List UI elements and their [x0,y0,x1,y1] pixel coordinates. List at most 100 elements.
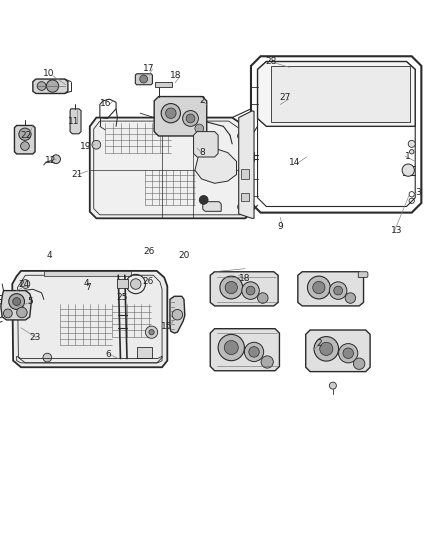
Polygon shape [170,296,185,333]
Circle shape [244,342,264,361]
Circle shape [21,280,30,288]
Polygon shape [298,272,364,306]
Text: 22: 22 [21,132,32,141]
Circle shape [402,164,414,176]
Circle shape [186,114,195,123]
Circle shape [172,310,183,320]
Text: 2: 2 [200,96,205,106]
Circle shape [320,342,333,356]
Circle shape [195,124,204,133]
Circle shape [225,281,237,294]
Text: 7: 7 [85,282,92,292]
Text: 5: 5 [27,297,33,306]
Polygon shape [306,330,370,372]
Bar [241,169,249,179]
Polygon shape [239,111,254,219]
Circle shape [199,196,208,204]
Circle shape [339,344,358,363]
Circle shape [345,293,356,303]
Circle shape [218,334,244,361]
Text: 4: 4 [84,279,89,288]
Text: 21: 21 [71,170,82,179]
Text: 9: 9 [277,222,283,231]
Circle shape [408,140,415,147]
Text: 28: 28 [265,57,276,66]
Circle shape [329,382,336,389]
Bar [241,193,249,201]
Circle shape [410,150,414,154]
Circle shape [131,279,141,289]
Circle shape [43,353,52,362]
Text: 3: 3 [415,189,421,197]
Text: 25: 25 [116,293,127,302]
Polygon shape [44,271,131,276]
Circle shape [19,128,31,140]
Text: 13: 13 [391,226,402,235]
Circle shape [246,286,255,295]
Text: 26: 26 [142,277,154,286]
Circle shape [9,294,25,310]
Circle shape [13,297,21,305]
Polygon shape [210,272,278,306]
Circle shape [149,329,154,335]
Polygon shape [203,201,221,211]
Text: 26: 26 [143,247,155,256]
Text: 12: 12 [45,156,56,165]
Circle shape [46,80,59,92]
Circle shape [261,356,273,368]
Circle shape [249,346,259,357]
Polygon shape [258,61,415,126]
Circle shape [314,336,339,361]
Circle shape [224,341,238,354]
Text: 1: 1 [404,151,410,160]
Circle shape [92,140,101,149]
Polygon shape [90,118,252,219]
Circle shape [220,276,243,299]
Polygon shape [12,271,167,367]
Circle shape [140,75,148,83]
Polygon shape [194,132,218,157]
Circle shape [37,82,46,91]
Circle shape [238,167,244,173]
Polygon shape [14,125,35,154]
Circle shape [4,309,12,318]
Circle shape [21,142,29,150]
Bar [137,346,152,358]
Bar [249,152,254,161]
Text: 11: 11 [68,117,79,126]
Text: 8: 8 [199,148,205,157]
Polygon shape [210,329,279,371]
Circle shape [166,108,176,118]
Circle shape [52,155,60,164]
Polygon shape [271,66,410,122]
Circle shape [329,282,347,300]
Text: 4: 4 [46,251,52,260]
Circle shape [237,204,243,209]
Text: 14: 14 [289,158,300,167]
Circle shape [17,307,27,318]
Polygon shape [70,109,81,134]
Text: 18: 18 [239,274,250,283]
Circle shape [353,358,365,369]
Text: 10: 10 [43,69,55,78]
Polygon shape [154,96,207,136]
Bar [155,82,172,87]
Text: 19: 19 [80,142,91,150]
Text: 2: 2 [316,338,321,348]
Text: 24: 24 [18,280,30,289]
Circle shape [161,103,180,123]
Text: 15: 15 [161,322,172,332]
Polygon shape [135,74,152,85]
Text: 6: 6 [106,351,112,359]
Circle shape [258,293,268,303]
Text: 23: 23 [29,333,41,342]
Circle shape [237,133,243,139]
Text: 17: 17 [143,64,155,73]
Circle shape [307,276,330,299]
Circle shape [242,282,259,300]
Circle shape [183,110,198,126]
Polygon shape [1,290,32,320]
Polygon shape [195,148,237,183]
Text: 27: 27 [279,93,290,102]
Circle shape [334,286,343,295]
